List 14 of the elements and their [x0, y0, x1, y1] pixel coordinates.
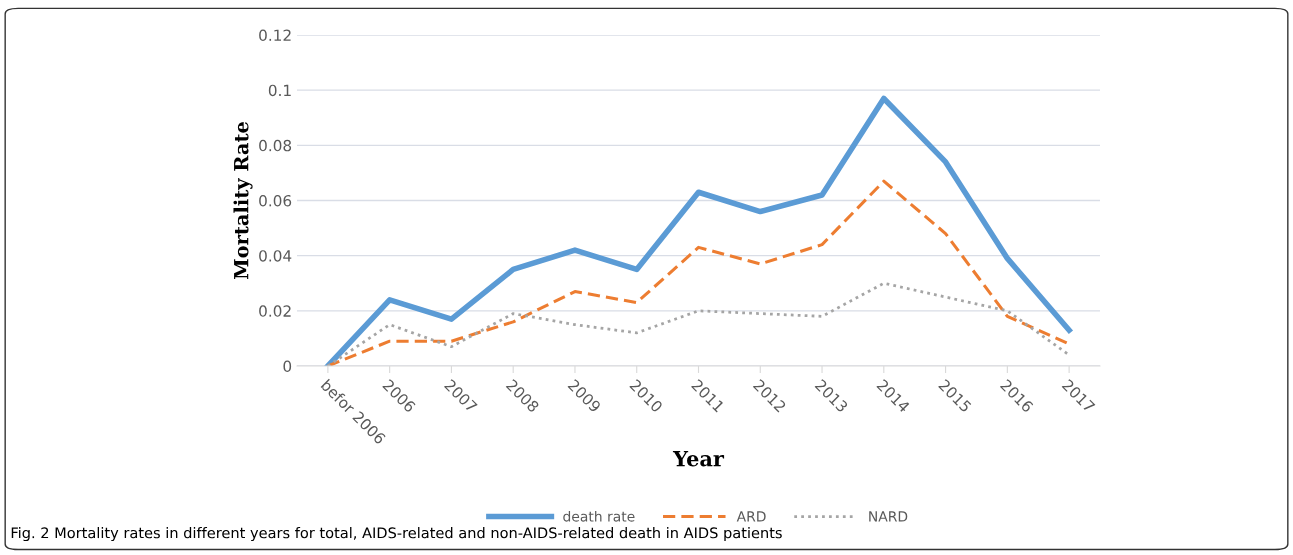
y-tick-label: 0.02: [259, 305, 291, 317]
y-tick-label: 0.04: [259, 250, 292, 262]
x-axis-title: Year: [672, 450, 725, 467]
y-tick-label: 0.06: [259, 194, 292, 207]
y-tick-label: 0.1: [268, 84, 291, 97]
legend-label: death rate: [563, 510, 635, 522]
line-series: [326, 281, 1071, 366]
legend-label: NARD: [869, 511, 908, 522]
caption: Fig. 2 Mortality rates in different years for total, AIDS-related and non-AIDS-related death in AIDS patients: [11, 527, 782, 542]
legend-label: ARD: [736, 511, 766, 522]
y-tick-label: 0: [283, 360, 292, 373]
y-axis-title: Mortality Rate: [233, 122, 253, 280]
y-tick-label: 0.12: [259, 29, 291, 42]
y-tick-label: 0.08: [259, 139, 292, 152]
